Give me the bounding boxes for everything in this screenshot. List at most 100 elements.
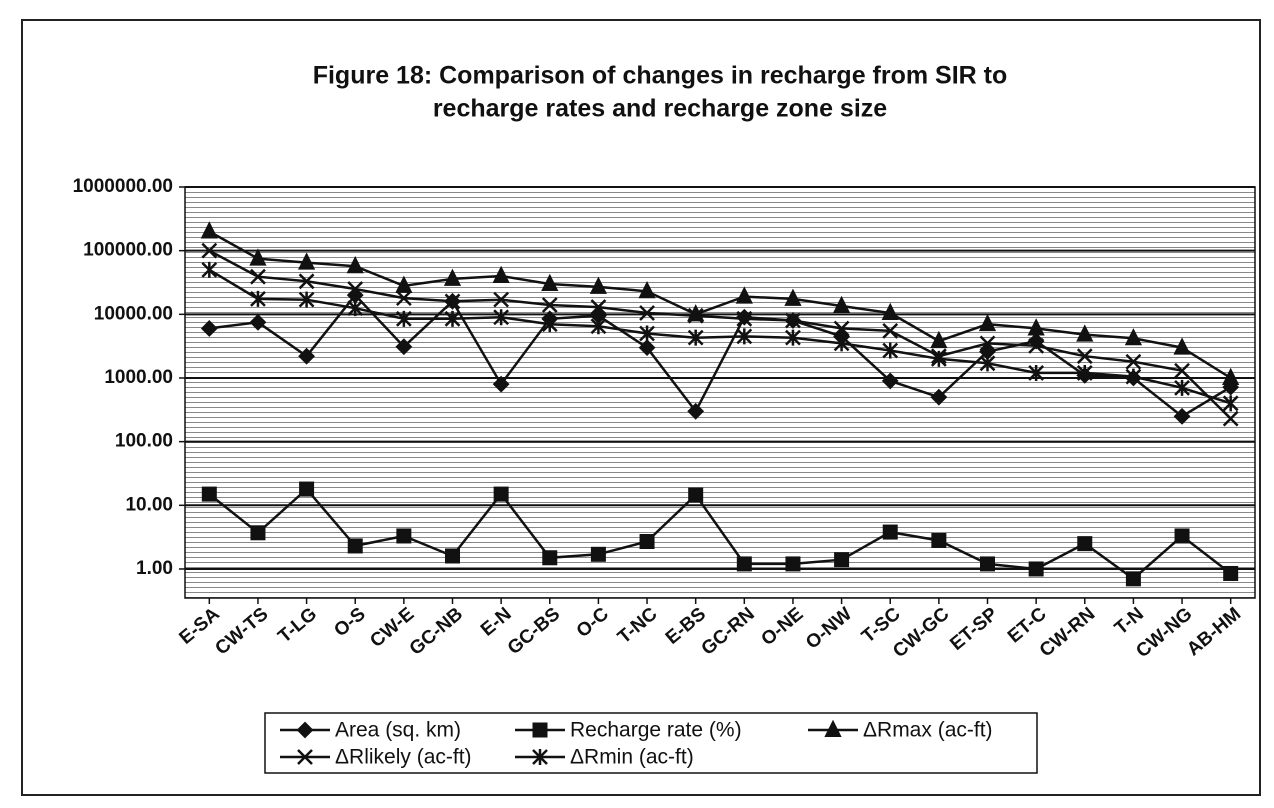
chart-border (21, 19, 1261, 796)
data-point (1124, 328, 1143, 346)
data-point (1222, 410, 1239, 427)
data-point (1223, 565, 1239, 581)
data-point (833, 320, 850, 337)
legend-label: ΔRlikely (ac-ft) (335, 746, 472, 769)
data-point (1076, 348, 1093, 365)
data-point (736, 556, 752, 572)
data-point (250, 290, 266, 307)
data-point (1173, 337, 1191, 355)
data-point (638, 339, 656, 357)
data-point (201, 486, 217, 502)
data-point (395, 275, 413, 293)
data-point (346, 255, 364, 274)
data-point (882, 524, 898, 540)
data-point (590, 318, 607, 335)
x-tick-label: O-NW (802, 604, 856, 654)
data-point (980, 556, 995, 572)
data-point (1076, 324, 1094, 342)
series-line (208, 487, 1232, 581)
y-tick-label: 1000000.00 (73, 176, 173, 197)
data-point (1125, 353, 1142, 370)
data-point (347, 538, 363, 554)
data-point (492, 265, 510, 283)
data-point (687, 307, 704, 324)
data-point (249, 313, 267, 331)
data-point (493, 291, 510, 308)
y-tick-label: 10.00 (125, 494, 173, 515)
data-point (930, 388, 948, 406)
data-point (492, 375, 510, 393)
data-point (882, 322, 899, 339)
data-point (298, 347, 316, 365)
data-point (1222, 367, 1240, 385)
data-point (347, 300, 364, 317)
data-point (688, 487, 704, 503)
x-tick-label: GC-NB (406, 604, 467, 660)
legend-label: ΔRmax (ac-ft) (863, 719, 993, 742)
data-point (930, 330, 948, 349)
x-tick-label: T-N (1111, 604, 1148, 640)
data-point (687, 329, 704, 346)
data-point (542, 550, 558, 566)
chart-title: Figure 18: Comparison of changes in rech… (313, 62, 1008, 90)
legend-label: ΔRmin (ac-ft) (570, 746, 694, 769)
x-tick-label: O-NE (758, 604, 808, 651)
legend-marker (532, 722, 548, 738)
data-point (834, 552, 850, 568)
data-point (445, 548, 460, 564)
data-point (882, 342, 899, 359)
data-point (493, 309, 510, 326)
y-tick-label: 100000.00 (83, 240, 173, 261)
data-point (785, 329, 801, 346)
data-point (979, 355, 996, 372)
x-tick-label: AB-HM (1183, 604, 1245, 661)
y-tick-label: 1000.00 (104, 367, 173, 388)
data-point (833, 335, 850, 352)
data-point (541, 316, 558, 333)
data-point (931, 533, 947, 549)
data-point (299, 481, 315, 497)
data-point (396, 528, 412, 544)
data-point (881, 372, 899, 390)
legend-marker (297, 749, 313, 765)
data-point (639, 534, 655, 550)
data-point (589, 276, 608, 294)
x-tick-label: CW-TS (211, 604, 272, 660)
x-tick-label: ET-SP (946, 603, 1002, 655)
data-point (201, 242, 218, 259)
x-tick-label: T-LG (274, 604, 321, 648)
x-tick-label: O-S (330, 604, 369, 642)
data-point (1077, 536, 1093, 552)
data-point (881, 302, 899, 320)
data-point (735, 286, 753, 304)
data-point (1125, 368, 1142, 385)
series-line (208, 268, 1232, 405)
data-point (639, 305, 655, 321)
x-tick-label: CW-NG (1132, 604, 1196, 663)
data-point (1173, 407, 1191, 425)
data-point (638, 281, 656, 299)
chart-title: recharge rates and recharge zone size (433, 95, 887, 123)
data-point (347, 281, 364, 297)
data-point (639, 325, 655, 342)
legend-label: Recharge rate (%) (570, 719, 742, 742)
legend-marker (824, 719, 842, 737)
x-tick-label: CW-GC (889, 603, 953, 662)
data-point (200, 221, 218, 239)
x-tick-label: CW-RN (1036, 604, 1099, 662)
legend-marker (532, 749, 548, 765)
data-point (978, 313, 997, 332)
x-tick-label: T-NC (614, 603, 662, 648)
series-line (208, 230, 1232, 380)
data-point (1174, 379, 1190, 396)
data-point (1028, 364, 1045, 381)
data-point (736, 328, 753, 345)
data-point (250, 268, 266, 285)
data-point (249, 248, 267, 266)
data-point (1174, 528, 1190, 544)
data-point (590, 299, 607, 315)
data-point (395, 310, 412, 327)
series-line (209, 293, 1232, 418)
x-tick-label: GC-BS (504, 604, 564, 659)
data-point (297, 252, 316, 270)
